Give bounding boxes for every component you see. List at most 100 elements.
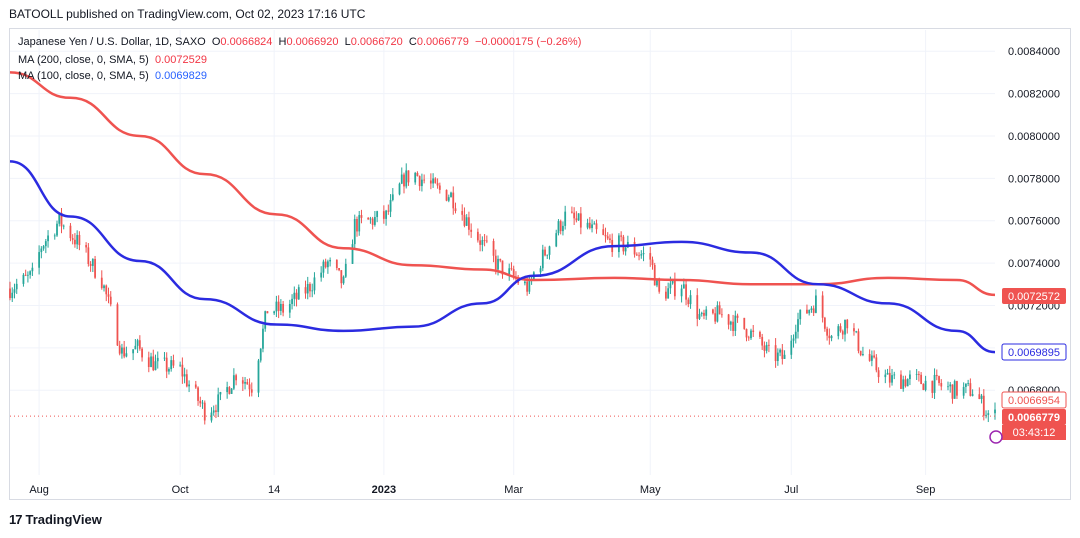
candle-body — [367, 217, 370, 220]
candle-body — [971, 394, 974, 396]
tradingview-brand: TradingView — [25, 512, 102, 527]
candle-body — [15, 283, 18, 290]
candle — [591, 219, 593, 233]
candle — [105, 284, 108, 302]
candle — [967, 379, 970, 387]
candle — [638, 252, 640, 261]
candle-body — [570, 211, 573, 213]
candle-body — [485, 240, 488, 242]
candle — [745, 328, 748, 342]
legend-ma100-value: 0.0069829 — [154, 70, 207, 82]
candle-body — [949, 384, 952, 387]
candle-body — [747, 337, 750, 339]
tradingview-logo[interactable]: 17 TradingView — [9, 512, 102, 527]
candle-body — [868, 354, 871, 361]
candle — [257, 358, 260, 398]
candle-body — [53, 235, 56, 237]
candle-body — [172, 360, 175, 366]
candle — [714, 307, 717, 325]
candle-body — [62, 225, 65, 227]
candle — [152, 349, 155, 372]
candle — [705, 306, 708, 320]
candle — [579, 207, 582, 235]
candle-body — [188, 384, 190, 387]
candle — [985, 410, 987, 419]
candle-body — [105, 285, 108, 295]
candle-body — [884, 374, 887, 378]
candle — [823, 316, 826, 332]
candle — [696, 288, 699, 327]
candle-body — [432, 178, 435, 184]
candle — [893, 371, 896, 380]
x-tick-label: Jul — [784, 484, 798, 496]
candle-body — [512, 269, 515, 277]
candle — [132, 349, 135, 361]
candle — [577, 213, 580, 222]
candle — [651, 256, 654, 270]
candle-body — [228, 387, 231, 394]
candle-body — [828, 335, 831, 339]
candle-body — [87, 247, 90, 264]
candle-body — [557, 221, 560, 234]
candle-body — [203, 402, 206, 421]
candle — [559, 219, 562, 235]
candle — [322, 259, 325, 278]
candle-body — [620, 235, 623, 237]
candle-body — [759, 331, 761, 337]
candle — [593, 221, 596, 225]
candle-body — [118, 345, 121, 354]
candle — [109, 291, 112, 307]
candle-body — [403, 174, 405, 187]
candle — [759, 330, 761, 339]
candle — [170, 355, 173, 372]
candle-body — [763, 345, 766, 351]
candle-body — [121, 347, 123, 354]
candle-body — [60, 212, 63, 227]
price-tag-box — [1002, 288, 1066, 304]
candle-body — [44, 241, 47, 247]
candle-body — [891, 375, 893, 383]
y-tick-label: 0.0074000 — [1008, 258, 1060, 270]
candle-body — [463, 214, 466, 226]
candle-body — [653, 265, 656, 286]
candle-body — [745, 328, 748, 338]
candle-body — [539, 268, 542, 273]
candle — [716, 301, 719, 323]
candle — [183, 367, 186, 384]
countdown-tag: 03:43:12 — [1002, 425, 1066, 440]
candle-body — [732, 321, 734, 331]
candle-body — [391, 194, 394, 200]
legend-ma100[interactable]: MA (100, close, 0, SMA, 5) 0.0069829 — [18, 70, 207, 82]
legend-close: 0.0066779 — [416, 36, 469, 48]
candle-body — [870, 355, 873, 361]
candle-body — [241, 380, 244, 384]
candle — [588, 217, 591, 230]
candle — [752, 324, 755, 338]
legend-ma100-label: MA (100, close, 0, SMA, 5) — [18, 70, 149, 82]
candle — [870, 350, 873, 367]
candle — [262, 324, 264, 353]
candle-body — [931, 380, 934, 393]
candle-body — [293, 292, 296, 299]
candle — [103, 284, 105, 292]
candle-body — [483, 240, 486, 241]
legend-ma200[interactable]: MA (200, close, 0, SMA, 5) 0.0072529 — [18, 54, 207, 66]
candle-body — [682, 284, 685, 289]
candle-body — [29, 271, 32, 275]
candle-body — [969, 383, 972, 396]
candles — [9, 163, 996, 425]
candle — [454, 202, 457, 214]
candle-body — [734, 315, 737, 331]
candle — [720, 308, 723, 318]
candle — [743, 317, 746, 330]
candle-body — [288, 304, 291, 313]
candle — [653, 262, 656, 286]
legend-high-label: H — [278, 36, 287, 48]
candle-body — [454, 208, 457, 212]
candle-body — [450, 192, 452, 198]
candle-body — [107, 294, 110, 297]
candle — [606, 232, 609, 241]
candle-body — [947, 386, 949, 388]
event-marker-icon — [989, 430, 1003, 444]
